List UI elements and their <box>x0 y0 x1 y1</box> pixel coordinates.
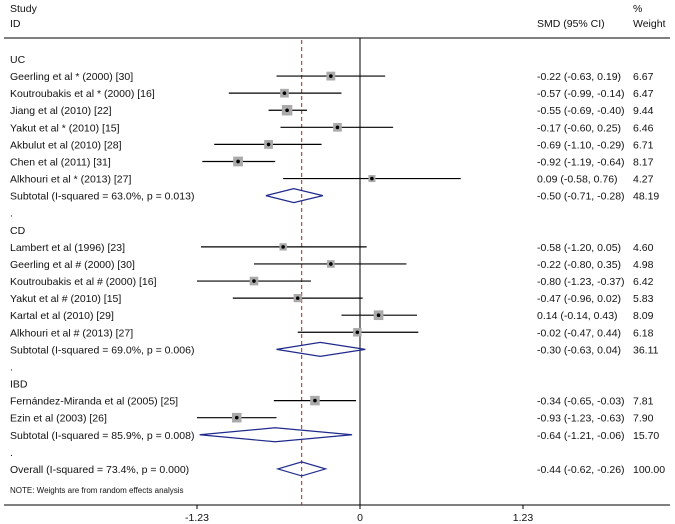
study-label: Fernández-Miranda et al (2005) [25] <box>10 396 178 408</box>
x-tick-label: 0 <box>357 512 363 524</box>
header-smd: SMD (95% CI) <box>537 18 605 30</box>
overall-ci-text: -0.44 (-0.62, -0.26) <box>537 464 625 476</box>
study-label: Kartal et al (2010) [29] <box>10 310 114 322</box>
study-label: Yakut et al * (2010) [15] <box>10 122 120 134</box>
study-label: Akbulut et al (2010) [28] <box>10 139 122 151</box>
subtotal-ci-text: -0.50 (-0.71, -0.28) <box>537 191 625 203</box>
subtotal-weight-text: 48.19 <box>633 191 659 203</box>
study-label: Yakut et al # (2010) [15] <box>10 293 121 305</box>
study-label: Geerling et al # (2000) [30] <box>10 259 135 271</box>
x-tick-label: 1.23 <box>513 512 534 524</box>
point-estimate <box>295 296 300 300</box>
study-ci-text: -0.58 (-1.20, 0.05) <box>537 242 621 254</box>
subtotal-diamond <box>265 188 324 204</box>
header-weight: Weight <box>633 18 666 30</box>
header-id: ID <box>10 18 21 30</box>
study-ci-text: -0.80 (-1.23, -0.37) <box>537 276 625 288</box>
overall-label: Overall (I-squared = 73.4%, p = 0.000) <box>10 464 189 476</box>
overall-diamond <box>275 461 328 477</box>
study-ci-text: -0.93 (-1.23, -0.63) <box>537 413 625 425</box>
point-estimate <box>281 245 285 249</box>
study-ci-text: -0.34 (-0.65, -0.03) <box>537 396 625 408</box>
study-ci-text: -0.02 (-0.47, 0.44) <box>537 327 621 339</box>
spacer-label: . <box>10 447 13 459</box>
study-weight-text: 6.18 <box>633 327 654 339</box>
subtotal-ci-text: -0.30 (-0.63, 0.04) <box>537 344 621 356</box>
study-label: Jiang et al (2010) [22] <box>10 105 112 117</box>
point-estimate <box>236 159 240 164</box>
study-ci-text: 0.14 (-0.14, 0.43) <box>537 310 618 322</box>
study-ci-text: -0.55 (-0.69, -0.40) <box>537 105 625 117</box>
study-label: Geerling et al * (2000) [30] <box>10 71 133 83</box>
subtotal-weight-text: 15.70 <box>633 430 659 442</box>
group-label: IBD <box>10 379 28 391</box>
header-study: Study <box>10 3 38 15</box>
study-weight-text: 4.98 <box>633 259 654 271</box>
study-label: Alkhouri et al * (2013) [27] <box>10 174 131 186</box>
spacer-label: . <box>10 361 13 373</box>
overall-weight-text: 100.00 <box>633 464 665 476</box>
study-weight-text: 5.83 <box>633 293 654 305</box>
study-ci-text: -0.47 (-0.96, 0.02) <box>537 293 621 305</box>
spacer-label: . <box>10 208 13 220</box>
study-weight-text: 8.17 <box>633 156 654 168</box>
study-weight-text: 4.27 <box>633 174 654 186</box>
point-estimate <box>370 176 374 181</box>
group-label: CD <box>10 225 26 237</box>
study-weight-text: 6.47 <box>633 88 654 100</box>
point-estimate <box>335 125 340 130</box>
header-percent: % <box>633 3 642 15</box>
study-label: Ezin et al (2003) [26] <box>10 413 107 425</box>
subtotal-label: Subtotal (I-squared = 69.0%, p = 0.006) <box>10 344 194 356</box>
study-ci-text: -0.22 (-0.63, 0.19) <box>537 71 621 83</box>
x-tick-label: -1.23 <box>185 512 209 524</box>
study-weight-text: 7.90 <box>633 413 654 425</box>
point-estimate <box>282 91 287 95</box>
point-estimate <box>313 398 317 403</box>
study-weight-text: 6.71 <box>633 139 654 151</box>
subtotal-ci-text: -0.64 (-1.21, -0.06) <box>537 430 625 442</box>
point-estimate <box>252 279 256 283</box>
study-weight-text: 4.60 <box>633 242 654 254</box>
study-ci-text: -0.92 (-1.19, -0.64) <box>537 156 625 168</box>
point-estimate <box>376 313 381 318</box>
study-weight-text: 6.67 <box>633 71 654 83</box>
point-estimate <box>329 262 333 266</box>
footnote: NOTE: Weights are from random effects an… <box>10 486 184 495</box>
point-estimate <box>329 74 333 78</box>
study-ci-text: -0.69 (-1.10, -0.29) <box>537 139 625 151</box>
study-weight-text: 6.42 <box>633 276 654 288</box>
study-ci-text: -0.22 (-0.80, 0.35) <box>537 259 621 271</box>
point-estimate <box>355 330 360 335</box>
subtotal-diamond <box>199 427 353 443</box>
study-label: Chen et al (2011) [31] <box>10 156 111 168</box>
study-label: Koutroubakis et al # (2000) [16] <box>10 276 157 288</box>
group-label: UC <box>10 54 26 66</box>
point-estimate <box>266 142 271 147</box>
subtotal-label: Subtotal (I-squared = 63.0%, p = 0.013) <box>10 191 194 203</box>
study-weight-text: 9.44 <box>633 105 654 117</box>
subtotal-diamond <box>276 341 366 357</box>
subtotal-weight-text: 36.11 <box>633 344 659 356</box>
study-ci-text: 0.09 (-0.58, 0.76) <box>537 174 618 186</box>
study-ci-text: -0.17 (-0.60, 0.25) <box>537 122 621 134</box>
study-label: Lambert et al (1996) [23] <box>10 242 125 254</box>
study-weight-text: 7.81 <box>633 396 654 408</box>
study-weight-text: 8.09 <box>633 310 654 322</box>
point-estimate <box>234 415 239 420</box>
study-label: Alkhouri et al # (2013) [27] <box>10 327 133 339</box>
study-ci-text: -0.57 (-0.99, -0.14) <box>537 88 625 100</box>
subtotal-label: Subtotal (I-squared = 85.9%, p = 0.008) <box>10 430 194 442</box>
point-estimate <box>285 108 289 113</box>
study-weight-text: 6.46 <box>633 122 654 134</box>
study-label: Koutroubakis et al * (2000) [16] <box>10 88 155 100</box>
